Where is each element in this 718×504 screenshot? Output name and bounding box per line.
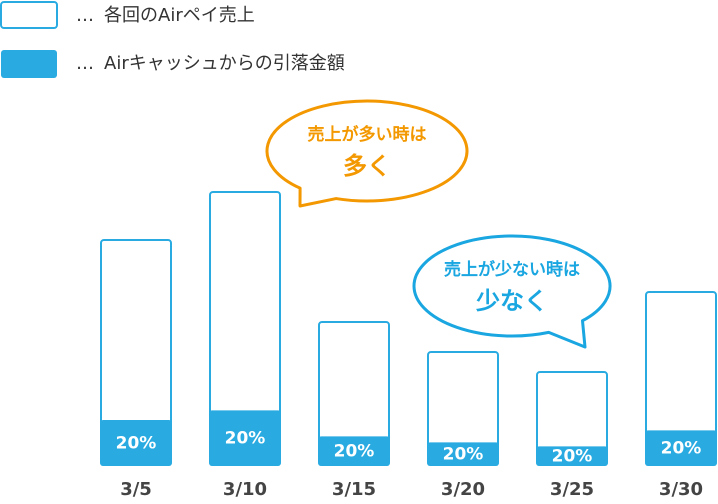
value-label: 20% [552, 447, 593, 467]
bar-segment [427, 442, 499, 466]
legend-marker: … [76, 5, 94, 26]
callout-bubble [412, 234, 612, 349]
bar-segment [100, 420, 172, 466]
bar-segment [318, 436, 390, 466]
bar-segment [209, 410, 281, 466]
value-label: 20% [661, 439, 702, 459]
legend-swatch [0, 1, 58, 29]
legend-label: 各回のAirペイ売上 [104, 5, 255, 26]
x-tick-label: 3/10 [223, 479, 267, 500]
bar-segment [536, 446, 608, 466]
x-tick-label: 3/15 [332, 479, 376, 500]
legend-marker: … [76, 53, 94, 74]
x-tick-label: 3/30 [659, 479, 703, 500]
value-label: 20% [443, 445, 484, 465]
legend-swatch [1, 50, 57, 78]
value-label: 20% [334, 442, 375, 462]
callout-text: 売上が少ない時は [444, 259, 580, 280]
callout-text: 少なく [475, 287, 548, 315]
x-tick-label: 3/5 [120, 479, 152, 500]
legend-label: Airキャッシュからの引落金額 [104, 53, 345, 74]
value-label: 20% [225, 429, 266, 449]
value-label: 20% [116, 434, 157, 454]
callout-text: 多く [343, 152, 391, 180]
x-tick-label: 3/25 [550, 479, 594, 500]
bar-segment [645, 430, 717, 466]
callout-bubble [265, 99, 469, 208]
x-tick-label: 3/20 [441, 479, 485, 500]
callout-text: 売上が多い時は [308, 124, 427, 145]
